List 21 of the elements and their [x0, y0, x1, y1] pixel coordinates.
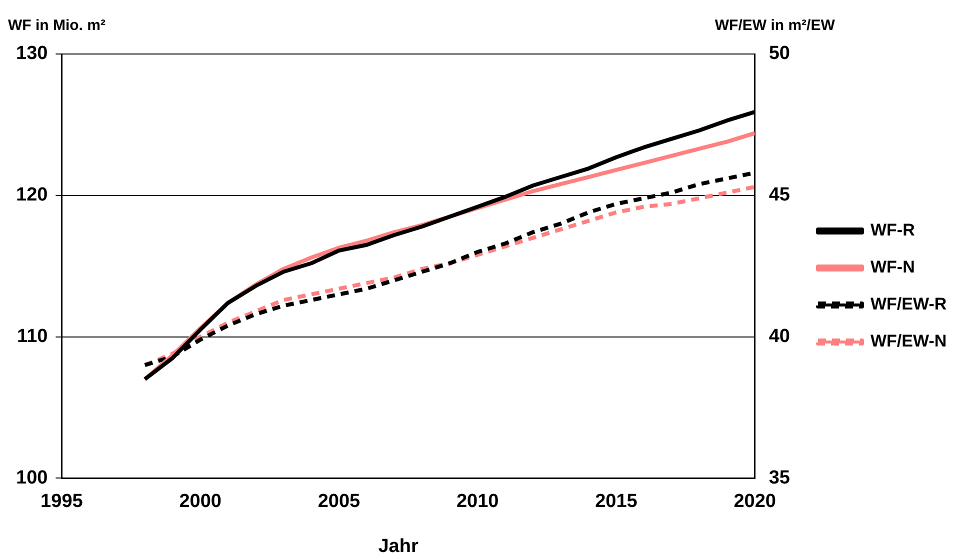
y2-axis-title: WF/EW in m²/EW	[714, 17, 836, 34]
y2-tick-label: 35	[768, 467, 790, 488]
x-tick-label: 2005	[318, 490, 361, 512]
y-tick-label: 120	[16, 184, 48, 206]
legend-label: WF/EW-R	[870, 294, 947, 314]
y-tick-label: 110	[17, 326, 48, 348]
y2-tick-label: 45	[768, 184, 790, 206]
y-tick-label: 100	[16, 467, 48, 488]
y-tick-label: 130	[16, 43, 48, 64]
legend-label: WF/EW-N	[870, 332, 947, 351]
x-tick-label: 1995	[40, 490, 84, 512]
y-axis-title: WF in Mio. m²	[8, 17, 106, 34]
y2-tick-label: 40	[768, 326, 790, 348]
x-tick-label: 2015	[595, 490, 638, 512]
x-tick-label: 2010	[456, 490, 499, 512]
legend-label: WF-N	[870, 258, 915, 277]
x-tick-label: 2020	[734, 490, 776, 512]
x-tick-label: 2000	[179, 490, 222, 512]
legend-label: WF-R	[870, 220, 915, 240]
x-axis-title: Jahr	[378, 536, 419, 557]
y2-tick-label: 50	[768, 43, 790, 64]
